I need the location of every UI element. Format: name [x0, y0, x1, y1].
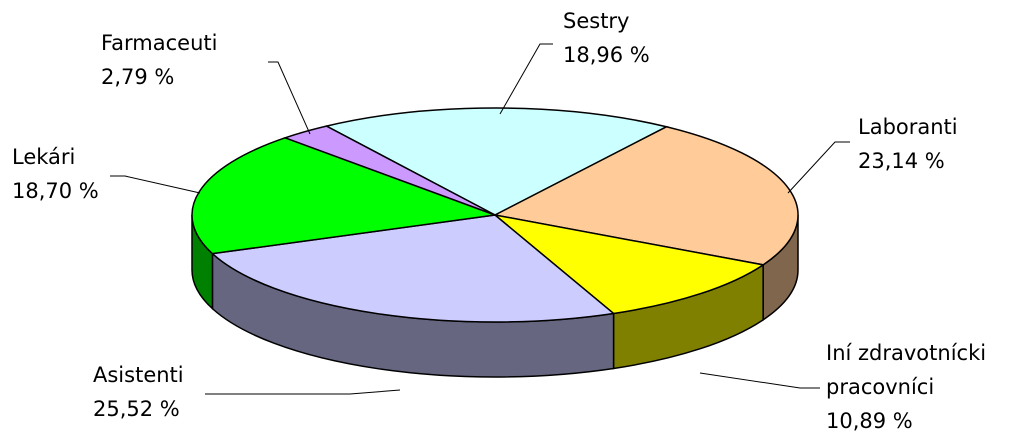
value-label: 10,89 % — [826, 409, 913, 433]
slice-label: Farmaceuti 2,79 % — [101, 26, 217, 94]
value-label: 18,96 % — [563, 43, 650, 67]
slice-label: Sestry 18,96 % — [563, 4, 650, 72]
slice-label: Asistenti 25,52 % — [93, 358, 184, 426]
slice — [492, 125, 799, 266]
value-label: 18,70 % — [12, 179, 99, 203]
slice-label: Laboranti 23,14 % — [858, 110, 958, 178]
leader-line — [268, 61, 311, 135]
category-label: Sestry — [563, 9, 630, 33]
value-label: 23,14 % — [858, 149, 945, 173]
slice — [492, 213, 766, 315]
slice-label: Lekári 18,70 % — [12, 140, 99, 208]
leader-line — [205, 389, 401, 395]
leader-line — [787, 141, 850, 194]
value-label: 2,79 % — [101, 65, 175, 89]
leader-line — [699, 372, 820, 389]
category-label: Farmaceuti — [101, 31, 218, 55]
category-label: Asistenti — [93, 363, 184, 387]
slice — [210, 214, 616, 323]
slice — [282, 125, 496, 216]
slice-label: Iní zdravotnícki pracovníci 10,89 % — [826, 336, 1016, 438]
value-label: 25,52 % — [93, 397, 180, 421]
category-label: Iní zdravotnícki pracovníci — [826, 341, 987, 399]
leader-line — [499, 43, 553, 115]
slice — [324, 107, 669, 216]
category-label: Lekári — [12, 145, 76, 169]
leader-line — [110, 175, 201, 194]
slice — [191, 137, 496, 255]
leader-lines — [110, 43, 850, 395]
category-label: Laboranti — [858, 115, 958, 139]
